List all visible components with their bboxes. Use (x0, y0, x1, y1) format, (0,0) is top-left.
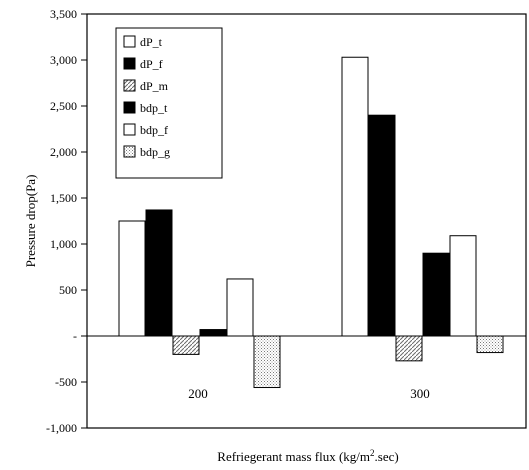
legend-label: dP_t (140, 35, 163, 49)
bars (118, 56, 504, 389)
legend-swatch (123, 57, 136, 70)
bar-bdp-f-200 (226, 278, 254, 337)
legend-swatch (123, 79, 136, 92)
x-axis-title: Refriegerant mass flux (kg/m2.sec) (217, 448, 398, 464)
bar-bdp-g-300 (476, 335, 504, 354)
y-tick-label: 3,000 (50, 53, 77, 67)
bar-dP-m-300 (395, 335, 423, 362)
y-axis-title: Pressure drop(Pa) (23, 175, 38, 268)
legend-label: dP_m (140, 79, 169, 93)
legend-label: bdp_g (140, 145, 170, 159)
y-axis-tick-labels: -1,000-500-5001,0001,5002,0002,5003,0003… (46, 7, 77, 435)
bar-dP-f-300 (368, 114, 396, 337)
category-label: 200 (188, 386, 208, 401)
legend: dP_t dP_f dP_m bdp_t bdp_f bdp_g (115, 27, 223, 179)
y-tick-label: 1,000 (50, 237, 77, 251)
legend-swatch (123, 35, 136, 48)
legend-label: bdp_t (140, 101, 168, 115)
y-tick-label: 1,500 (50, 191, 77, 205)
plot-frame (86, 13, 527, 429)
x-axis-title-superscript: 2 (370, 448, 375, 458)
bar-dP-t-300 (341, 56, 369, 337)
y-tick-label: -500 (55, 375, 77, 389)
legend-swatch (123, 145, 136, 158)
y-tick-label: 2,500 (50, 99, 77, 113)
x-axis-title-tail: .sec) (375, 449, 399, 464)
legend-swatch (123, 123, 136, 136)
category-labels: 200 300 (188, 386, 430, 401)
y-tick-label: 2,000 (50, 145, 77, 159)
y-tick-label: 500 (59, 283, 77, 297)
x-axis-title-main: Refriegerant mass flux (kg/m (217, 449, 370, 464)
legend-items: dP_t dP_f dP_m bdp_t bdp_f bdp_g (123, 35, 170, 159)
legend-label: dP_f (140, 57, 163, 71)
legend-label: bdp_f (140, 123, 168, 137)
y-tick-label: - (73, 329, 77, 343)
bar-bdp-f-300 (449, 235, 477, 337)
category-label: 300 (410, 386, 430, 401)
bar-dP-t-200 (118, 220, 146, 337)
y-tick-label: -1,000 (46, 421, 77, 435)
bar-bdp-t-300 (422, 252, 450, 337)
bar-bdp-t-200 (199, 329, 227, 337)
y-tick-label: 3,500 (50, 7, 77, 21)
bar-bdp-g-200 (253, 335, 281, 389)
bar-dP-f-200 (145, 209, 173, 337)
y-axis-ticks (81, 13, 87, 429)
bar-dP-m-200 (172, 335, 200, 355)
legend-swatch (123, 101, 136, 114)
